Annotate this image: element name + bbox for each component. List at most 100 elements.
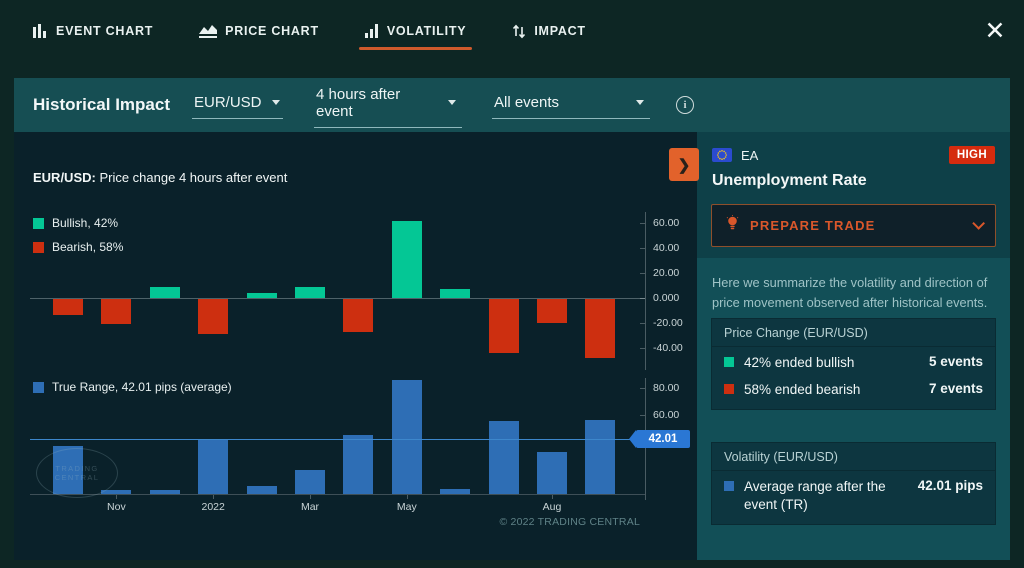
- prepare-trade-button[interactable]: PREPARE TRADE: [711, 204, 996, 247]
- chevron-right-icon: ❯: [677, 156, 691, 174]
- legend-bullish-label: Bullish, 42%: [52, 216, 119, 230]
- events-filter-select[interactable]: All events: [492, 91, 650, 119]
- tab-label: IMPACT: [534, 24, 586, 38]
- historical-impact-toolbar: Historical Impact EUR/USD 4 hours after …: [14, 78, 1010, 132]
- price-change-box-header: Price Change (EUR/USD): [712, 319, 995, 347]
- bearish-swatch-icon: [33, 241, 44, 253]
- x-axis-tick-mark: [213, 494, 215, 499]
- x-axis-label: 2022: [201, 501, 225, 513]
- lightbulb-icon: [726, 214, 739, 237]
- up-down-arrows-icon: [512, 24, 526, 39]
- event-title: Unemployment Rate: [712, 172, 867, 189]
- chart-panel: EUR/USD: Price change 4 hours after even…: [14, 132, 697, 560]
- legend-bullish: Bullish, 42%: [33, 216, 118, 230]
- caret-down-icon: [271, 100, 280, 105]
- horizon-select[interactable]: 4 hours after event: [314, 83, 462, 128]
- y-axis-tick-label: 20.00: [653, 267, 680, 279]
- tab-impact[interactable]: IMPACT: [508, 10, 590, 53]
- bullish-stat-row: 42% ended bullish 5 events: [712, 347, 995, 378]
- y-axis-tick-mark: [640, 323, 645, 324]
- price-change-bar[interactable]: [246, 293, 277, 298]
- y-axis-tick-mark: [640, 414, 645, 416]
- volatility-box: Volatility (EUR/USD) Average range after…: [711, 442, 996, 526]
- zero-gridline: [30, 298, 646, 299]
- trading-central-watermark: TRADING CENTRAL: [36, 448, 118, 498]
- price-change-bar[interactable]: [53, 299, 83, 316]
- true-range-bar[interactable]: [391, 380, 422, 494]
- chart-title-symbol: EUR/USD:: [33, 170, 96, 185]
- average-range-row: Average range after the event (TR) 42.01…: [712, 471, 995, 524]
- true-range-bar[interactable]: [246, 486, 277, 494]
- price-change-bar[interactable]: [198, 299, 229, 334]
- true-range-bar[interactable]: [440, 488, 471, 494]
- price-change-bar[interactable]: [537, 299, 567, 323]
- average-range-line: [30, 439, 636, 440]
- true-range-swatch-icon: [724, 481, 734, 491]
- events-filter-value: All events: [494, 94, 560, 111]
- true-range-bar[interactable]: [585, 420, 616, 494]
- area-chart-icon: [199, 24, 218, 38]
- true-range-bar[interactable]: [149, 490, 180, 494]
- average-range-tag: 42.01: [629, 430, 690, 448]
- tab-volatility[interactable]: VOLATILITY: [358, 10, 472, 52]
- price-change-bar[interactable]: [101, 299, 132, 324]
- bearish-swatch-icon: [724, 384, 734, 395]
- true-range-bar[interactable]: [101, 490, 132, 494]
- x-axis-label: Nov: [107, 501, 126, 513]
- y-axis-tick-mark: [640, 298, 645, 299]
- chart-title-rest: Price change 4 hours after event: [95, 170, 288, 185]
- close-icon[interactable]: ✕: [984, 17, 1006, 45]
- price-change-bar[interactable]: [585, 299, 616, 358]
- y-axis-tick-mark: [640, 388, 645, 390]
- horizon-select-value: 4 hours after event: [316, 85, 401, 120]
- price-change-box: Price Change (EUR/USD) 42% ended bullish…: [711, 318, 996, 411]
- y-axis-tick-mark: [640, 348, 645, 349]
- price-change-bar[interactable]: [488, 299, 519, 353]
- price-change-bar[interactable]: [343, 299, 374, 332]
- true-range-bar[interactable]: [537, 451, 567, 494]
- tab-label: VOLATILITY: [386, 24, 467, 38]
- caret-down-icon: [448, 100, 456, 105]
- pair-select[interactable]: EUR/USD: [192, 91, 283, 119]
- impact-badge: HIGH: [948, 146, 995, 164]
- y-axis-tick-label: -20.00: [653, 317, 683, 329]
- tab-price-chart[interactable]: PRICE CHART: [195, 10, 323, 52]
- x-axis-label: Mar: [300, 501, 320, 513]
- y-axis-tick-label: 60.00: [653, 217, 680, 229]
- event-side-panel: EA HIGH Unemployment Rate PREPARE TRADE …: [697, 132, 1010, 560]
- x-axis-label: Aug: [542, 501, 562, 513]
- y-axis-tick-label: 80.00: [653, 382, 680, 395]
- true-range-bar[interactable]: [295, 470, 325, 494]
- legend-true-range-label: True Range, 42.01 pips (average): [52, 380, 232, 394]
- legend-bearish: Bearish, 58%: [33, 240, 123, 254]
- tab-label: EVENT CHART: [56, 24, 154, 38]
- tab-bar: EVENT CHART PRICE CHART VOLATILITY IMPAC…: [0, 0, 1024, 62]
- pair-select-value: EUR/USD: [194, 94, 262, 111]
- x-axis-tick-mark: [552, 494, 553, 499]
- x-axis-tick-mark: [310, 494, 311, 499]
- price-change-bar[interactable]: [295, 286, 325, 298]
- price-change-bar[interactable]: [391, 220, 422, 298]
- bars-ascending-icon: [364, 24, 379, 38]
- price-change-bar[interactable]: [149, 286, 180, 298]
- tab-event-chart[interactable]: EVENT CHART: [28, 10, 157, 52]
- true-range-bar[interactable]: [488, 421, 519, 494]
- chevron-down-icon: [972, 217, 985, 230]
- prepare-trade-label: PREPARE TRADE: [750, 218, 876, 233]
- true-range-bar[interactable]: [343, 434, 374, 494]
- eu-flag-icon: [712, 148, 732, 162]
- y-axis-tick-mark: [640, 223, 645, 224]
- price-change-bar[interactable]: [440, 289, 471, 298]
- true-range-bar[interactable]: [198, 438, 229, 494]
- info-icon[interactable]: i: [676, 96, 694, 114]
- summary-description: Here we summarize the volatility and dir…: [712, 275, 988, 310]
- event-meta-row: EA HIGH: [712, 146, 995, 164]
- toolbar-title: Historical Impact: [33, 95, 170, 114]
- column-chart-icon: [32, 24, 48, 38]
- copyright: © 2022 TRADING CENTRAL: [499, 516, 640, 528]
- country-code: EA: [741, 147, 759, 163]
- y-axis-tick-mark: [640, 273, 645, 274]
- bullish-swatch-icon: [724, 357, 734, 367]
- next-event-button[interactable]: ❯: [669, 148, 699, 181]
